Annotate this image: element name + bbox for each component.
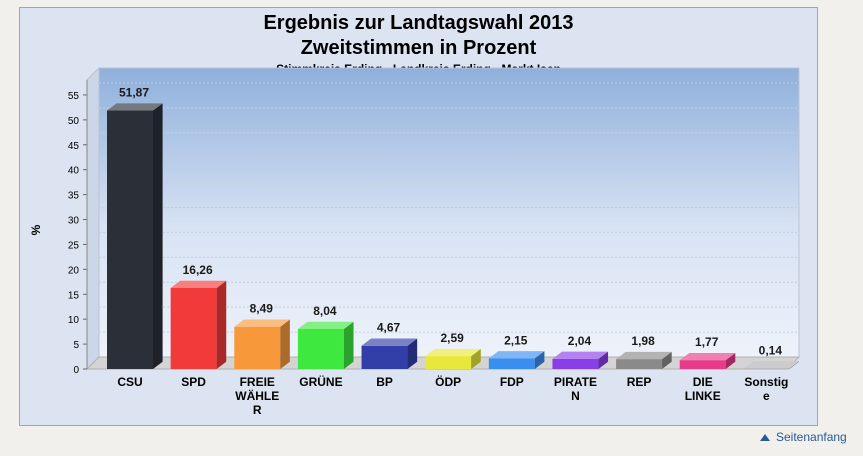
- chart-frame: Ergebnis zur Landtagswahl 2013 Zweitstim…: [19, 7, 818, 426]
- bar-front: [679, 360, 726, 369]
- bar-value-label: 2,15: [504, 333, 528, 347]
- y-tick-label: 30: [68, 216, 80, 227]
- y-tick-label: 20: [68, 265, 80, 276]
- bar-top: [234, 319, 290, 327]
- y-tick-label: 25: [68, 240, 80, 251]
- bar-front: [488, 358, 535, 369]
- x-tick-label: ÖDP: [435, 374, 461, 389]
- x-tick-label: FDP: [500, 375, 524, 389]
- bar-value-label: 8,04: [313, 304, 337, 318]
- bar-value-label: 1,98: [631, 334, 655, 348]
- bar-value-label: 4,67: [377, 321, 401, 335]
- bar-value-label: 51,87: [119, 86, 149, 100]
- chart-title: Ergebnis zur Landtagswahl 2013: [263, 12, 574, 34]
- bar-top: [107, 103, 163, 111]
- x-tick-label: PIRATE: [554, 375, 597, 389]
- bar-front: [170, 287, 217, 369]
- bar-side: [471, 348, 481, 369]
- bar-front: [743, 368, 790, 370]
- bar-side: [534, 351, 545, 369]
- bar-top: [361, 338, 418, 346]
- x-tick-label: LINKE: [685, 389, 721, 403]
- x-tick-label: e: [763, 389, 770, 403]
- y-tick-label: 45: [68, 141, 80, 152]
- x-tick-label: WÄHLE: [235, 388, 279, 403]
- x-tick-label: CSU: [117, 375, 142, 389]
- x-tick-label: GRÜNE: [299, 374, 342, 389]
- bar-side: [153, 103, 163, 370]
- bar-side: [789, 361, 799, 369]
- bar-value-label: 8,49: [250, 302, 274, 316]
- bar-side: [662, 351, 672, 369]
- bar-side: [280, 319, 290, 369]
- arrow-up-icon: [760, 433, 770, 441]
- bar-value-label: 1,77: [695, 335, 719, 349]
- x-tick-label: BP: [376, 375, 393, 389]
- bar-top: [425, 348, 481, 357]
- bar-value-label: 16,26: [183, 263, 213, 277]
- y-tick-label: 50: [68, 116, 80, 127]
- bar-chart: 0 5 10 15 20 25 30 35 40 45 50 55% 51,87 CSU 16,26 SPD 8…: [29, 66, 801, 417]
- bar-top: [679, 352, 736, 361]
- plot-side-wall: [86, 66, 100, 371]
- bar-front: [297, 328, 344, 369]
- chart-title-secondary: Zweitstimmen in Prozent: [300, 37, 537, 59]
- x-tick-label: SPD: [181, 375, 206, 389]
- bar-top: [170, 280, 227, 288]
- bar-side: [407, 338, 418, 369]
- bar-front: [425, 356, 472, 369]
- back-to-top-label: Seitenanfang: [776, 430, 847, 444]
- bar-top: [297, 321, 354, 329]
- x-tick-label: R: [253, 403, 262, 417]
- bar-top: [743, 361, 799, 369]
- bar-front: [234, 326, 281, 369]
- x-tick-label: N: [571, 389, 580, 403]
- x-tick-label: Sonstig: [744, 375, 788, 389]
- bar-side: [725, 352, 736, 369]
- y-tick-label: 0: [73, 365, 79, 376]
- y-tick-label: 5: [73, 340, 79, 351]
- x-tick-label: REP: [627, 375, 652, 389]
- bar-top: [488, 351, 545, 359]
- y-axis-label: %: [29, 224, 43, 235]
- y-tick-label: 15: [68, 290, 80, 301]
- bar-value-label: 0,14: [759, 343, 783, 357]
- bar-front: [107, 110, 153, 369]
- bar-side: [343, 321, 354, 369]
- y-tick-label: 10: [68, 315, 80, 326]
- y-tick-label: 35: [68, 191, 80, 202]
- bar-front: [361, 345, 408, 369]
- x-tick-label: DIE: [693, 375, 713, 389]
- bar-top: [616, 351, 672, 360]
- bar-value-label: 2,04: [568, 334, 592, 348]
- back-to-top-link[interactable]: Seitenanfang: [760, 430, 847, 444]
- bar-side: [216, 280, 227, 369]
- x-tick-label: FREIE: [240, 375, 275, 389]
- bar-side: [598, 351, 609, 369]
- y-tick-label: 40: [68, 166, 80, 177]
- bar-front: [552, 358, 599, 369]
- bar-top: [552, 351, 609, 359]
- bar-front: [616, 359, 663, 369]
- bar-value-label: 2,59: [441, 331, 465, 345]
- y-tick-label: 55: [68, 91, 80, 102]
